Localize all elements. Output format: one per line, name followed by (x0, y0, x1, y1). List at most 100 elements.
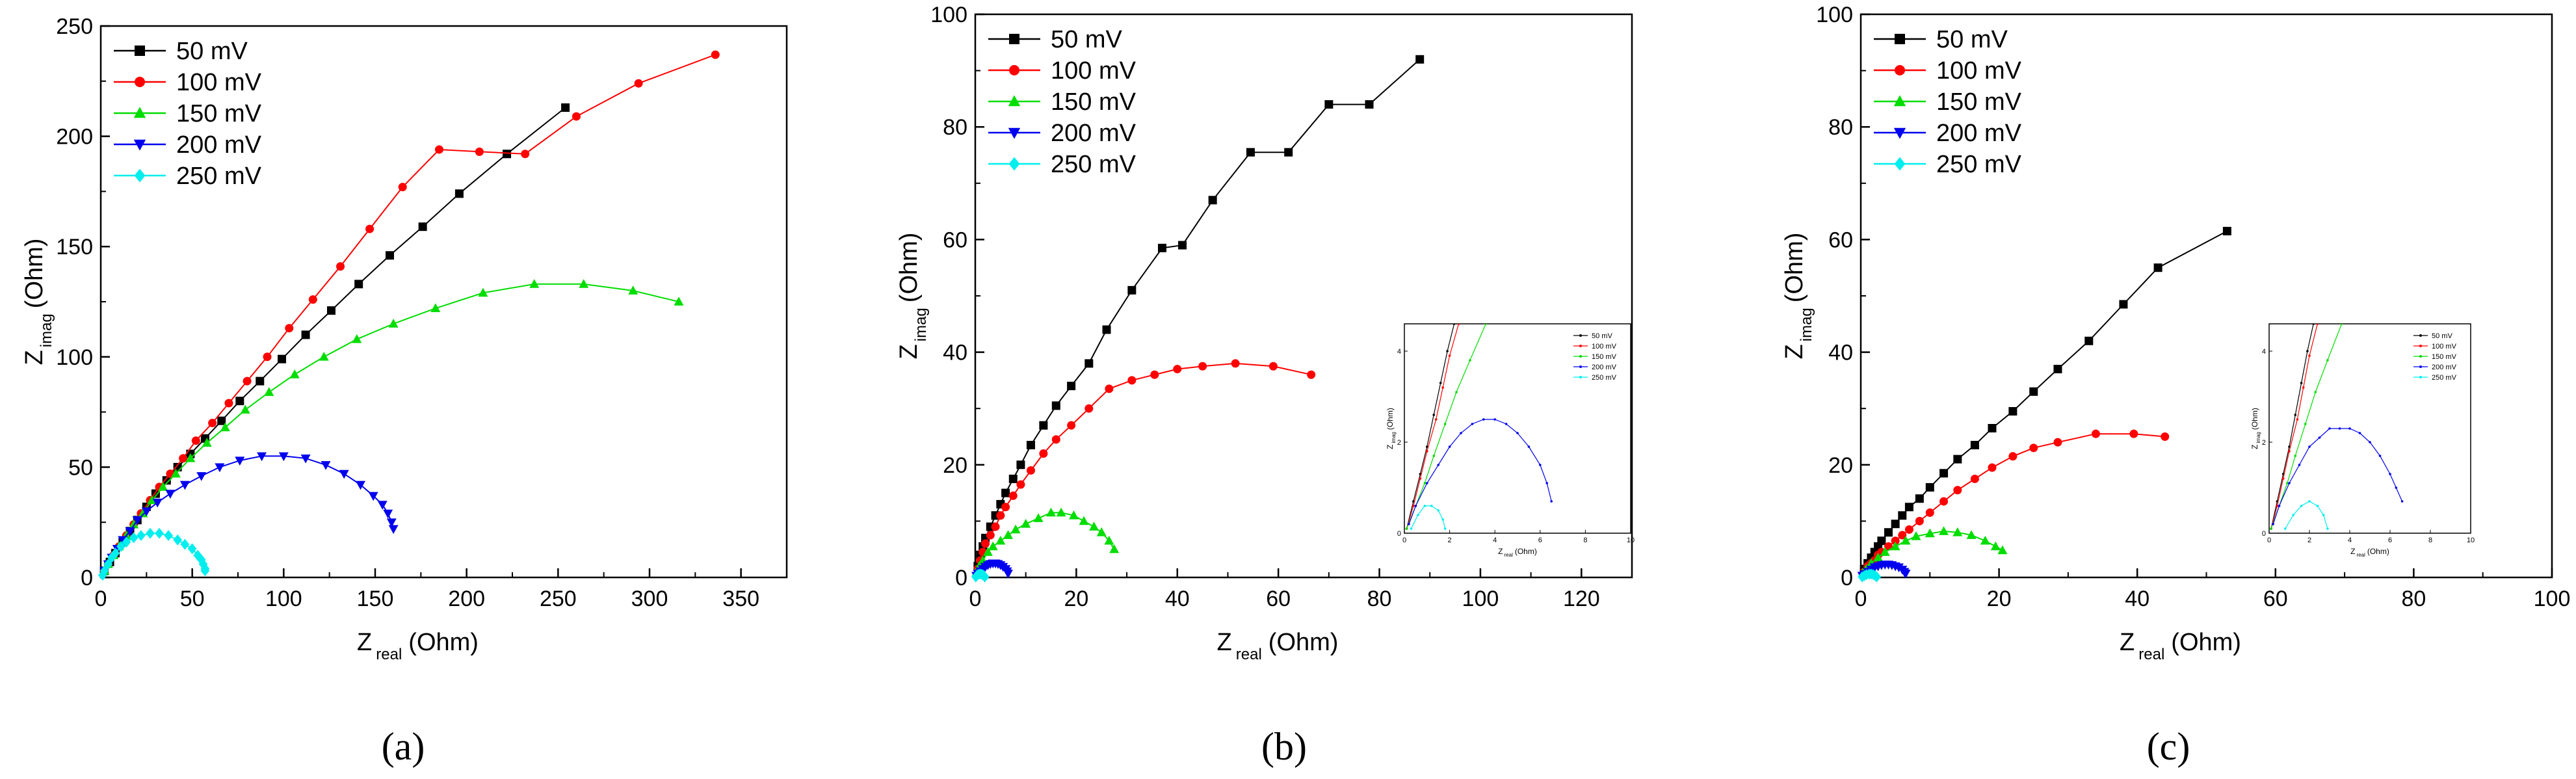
inset-y-tick-label: 4 (2262, 348, 2266, 356)
series-50-mV (973, 55, 1425, 571)
y-axis-label: Zimag (Ohm) (895, 233, 930, 360)
inset-x-tick-label: 6 (1538, 536, 1542, 544)
x-axis-label-main: Z (1217, 629, 1232, 656)
data-point (986, 531, 995, 540)
data-point (1039, 421, 1048, 430)
x-tick-label: 100 (2534, 587, 2571, 611)
data-point (1925, 508, 1934, 517)
data-point (1067, 382, 1076, 391)
data-point (2091, 429, 2100, 438)
inset-data-point (2340, 324, 2343, 325)
data-point (1890, 541, 1900, 551)
inset-data-point (1448, 354, 1451, 357)
panel-caption: (a) (382, 725, 425, 768)
data-point (1105, 384, 1114, 393)
inset-data-point (2308, 445, 2311, 448)
inset-data-point (1419, 477, 1422, 480)
data-point (1089, 522, 1099, 531)
inset-y-tick-label: 0 (2262, 530, 2266, 538)
data-point (1157, 243, 1166, 252)
y-tick-label: 250 (56, 14, 93, 39)
inset-data-point (2318, 436, 2321, 439)
data-point (1997, 545, 2008, 555)
panel-caption: (c) (2147, 725, 2190, 768)
legend-label: 50 mV (1051, 26, 1122, 53)
data-point (1003, 570, 1013, 579)
inset-data-point (2308, 500, 2311, 503)
inset-data-point (1539, 464, 1542, 466)
data-point (1939, 497, 1949, 506)
data-point (1970, 474, 1979, 483)
inset-x-tick-label: 10 (2467, 536, 2475, 544)
legend-label: 250 mV (1936, 151, 2022, 178)
data-point (285, 324, 294, 333)
data-point (308, 295, 317, 304)
inset-y-axis-label: Zimag (Ohm) (2250, 408, 2261, 449)
data-point (1911, 531, 1921, 540)
series-100-mV (100, 50, 720, 575)
series-250-mV (971, 568, 990, 583)
data-point (2008, 452, 2017, 461)
legend-entry: 250 mV (114, 163, 262, 190)
inset-legend-marker (1579, 376, 1582, 378)
inset-data-point (1417, 514, 1419, 516)
inset-y-axis-label: Zimag (Ohm) (1386, 408, 1397, 449)
legend-label: 150 mV (176, 100, 262, 127)
data-point (991, 522, 1000, 531)
series-line (977, 59, 1421, 566)
data-point (278, 354, 287, 363)
legend-marker (135, 46, 145, 56)
y-tick-label: 0 (1841, 566, 1853, 590)
data-point (561, 103, 570, 112)
inset-data-point (1516, 432, 1519, 434)
data-point (1891, 520, 1900, 529)
inset-data-point (1448, 445, 1451, 448)
y-axis-label-sub: imag (1798, 308, 1815, 341)
data-point (1051, 401, 1060, 410)
data-point (1069, 510, 1079, 520)
data-point (628, 285, 638, 295)
y-tick-label: 80 (1828, 115, 1853, 140)
data-point (152, 498, 163, 508)
x-tick-label: 350 (722, 587, 759, 611)
inset-x-label-unit: (Ohm) (1515, 547, 1537, 556)
inset-y-tick-label: 4 (1397, 348, 1401, 356)
inset-data-point (1414, 505, 1417, 507)
data-point (164, 530, 173, 542)
panel-a: 0 50 100 150 200 250 300 350 0 50 100 150 200 250 Z rea… (21, 14, 788, 768)
inset-x-label-unit: (Ohm) (2367, 547, 2389, 556)
inset-data-point (1484, 324, 1488, 325)
inset-data (2270, 324, 2404, 530)
inset-legend-label: 150 mV (1592, 353, 1617, 361)
data-point (1067, 421, 1076, 430)
inset-data-point (1412, 505, 1415, 507)
data-point (289, 369, 300, 378)
inset-y-label-sub: imag (1391, 432, 1397, 443)
series-150-mV (1858, 526, 2008, 577)
data-point (319, 352, 329, 361)
x-axis-label-main: Z (357, 629, 372, 656)
legend-marker (134, 168, 146, 183)
inset-legend-label: 200 mV (2432, 363, 2457, 371)
x-tick-label: 60 (1266, 587, 1291, 611)
data-point (1001, 503, 1010, 512)
x-axis-label-unit: (Ohm) (408, 629, 479, 656)
data-point (1939, 469, 1949, 478)
inset-data-point (1505, 423, 1508, 425)
data-point (138, 508, 148, 518)
inset-series-line (2270, 324, 2318, 529)
legend-label: 50 mV (1936, 26, 2008, 53)
inset-data-point (1460, 432, 1462, 434)
y-axis-label-unit: (Ohm) (1781, 233, 1808, 303)
data-point (257, 452, 267, 462)
inset-data-point (1443, 527, 1447, 530)
inset-data-point (2316, 505, 2319, 507)
legend-marker (1895, 34, 1905, 44)
series-line (103, 107, 566, 572)
inset-x-tick-label: 4 (2348, 536, 2352, 544)
x-tick-label: 20 (1987, 587, 2012, 611)
inset-data-point (2308, 354, 2311, 357)
data-point (1915, 494, 1924, 503)
data-point (2161, 432, 2170, 441)
